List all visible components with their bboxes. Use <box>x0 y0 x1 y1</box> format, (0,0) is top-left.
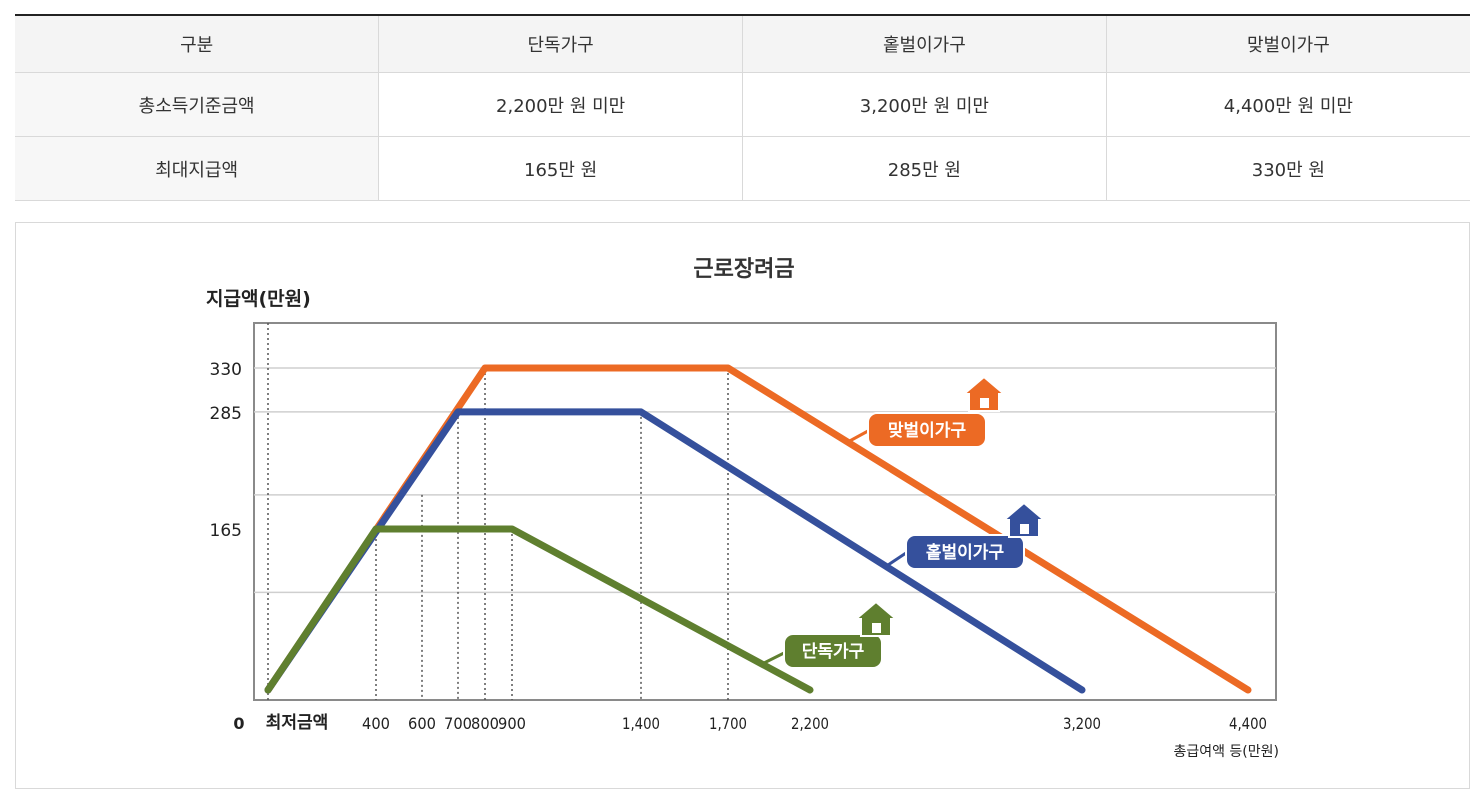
label-connector <box>763 651 785 665</box>
house-icon <box>853 600 899 637</box>
house-door-icon <box>1020 524 1029 534</box>
house-icon <box>961 375 1007 412</box>
series-label-text: 맞벌이가구 <box>888 421 967 441</box>
x-tick-label: 3,200 <box>1063 714 1101 733</box>
x-tick-label: 2,200 <box>791 714 829 733</box>
x-tick-label: 4,400 <box>1229 714 1267 733</box>
row-label-max-payment: 최대지급액 <box>15 136 380 201</box>
x-axis-title: 총급여액 등(만원) <box>1173 744 1279 760</box>
table-cell: 4,400만 원 미만 <box>1106 72 1470 137</box>
x-tick-label: 700 <box>444 714 472 733</box>
table-cell: 2,200만 원 미만 <box>378 72 743 137</box>
series-line <box>264 525 814 694</box>
x-tick-label: 900 <box>498 714 526 733</box>
series-lines <box>264 364 1252 694</box>
series-label-text: 단독가구 <box>802 642 865 662</box>
y-tick-label: 330 <box>210 360 242 380</box>
header-category: 구분 <box>15 15 380 73</box>
house-door-icon <box>872 623 881 633</box>
table-row: 최대지급액 165만 원 285만 원 330만 원 <box>15 136 1470 201</box>
plot-frame <box>253 322 1277 701</box>
series-label-box <box>905 534 1025 570</box>
x-tick-label: 1,400 <box>622 714 660 733</box>
x-tick-label: 400 <box>362 714 390 733</box>
table-cell: 3,200만 원 미만 <box>742 72 1107 137</box>
chart-title: 근로장려금 <box>693 257 794 282</box>
x-tick-labels: 400 600 700 800 900 1,400 1,700 2,200 3,200 4,400 <box>362 714 1267 733</box>
row-label-income-threshold: 총소득기준금액 <box>15 72 380 137</box>
y-tick-label: 285 <box>210 404 242 424</box>
y-tick-labels: 330 285 165 <box>210 360 242 541</box>
label-connector <box>887 551 907 567</box>
y-axis-title: 지급액(만원) <box>206 288 311 310</box>
table-cell: 165만 원 <box>378 136 743 201</box>
table-header-row: 구분 단독가구 홑벌이가구 맞벌이가구 <box>15 15 1470 73</box>
x-tick-label: 600 <box>408 714 436 733</box>
table-row: 총소득기준금액 2,200만 원 미만 3,200만 원 미만 4,400만 원… <box>15 72 1470 137</box>
series-label-text: 홑벌이가구 <box>926 542 1005 563</box>
header-dual-earner: 맞벌이가구 <box>1106 15 1470 73</box>
x-tick-label: 1,700 <box>709 714 747 733</box>
x-tick-label: 800 <box>471 714 499 733</box>
min-amount-label: 최저금액 <box>266 713 329 733</box>
zero-label: 0 <box>233 714 244 733</box>
table-cell: 285만 원 <box>742 136 1107 201</box>
y-tick-label: 165 <box>210 521 242 541</box>
header-single: 단독가구 <box>378 15 743 73</box>
label-connector <box>845 429 869 445</box>
grid-lines <box>254 367 1276 594</box>
guide-lines <box>267 323 729 700</box>
table-cell: 330만 원 <box>1106 136 1470 201</box>
series-label-box <box>867 412 987 448</box>
eitc-table: 구분 단독가구 홑벌이가구 맞벌이가구 총소득기준금액 2,200만 원 미만 … <box>15 14 1470 201</box>
house-door-icon <box>980 398 989 408</box>
series-label-box <box>783 633 883 669</box>
header-single-earner: 홑벌이가구 <box>742 15 1107 73</box>
house-icon <box>1001 501 1047 538</box>
